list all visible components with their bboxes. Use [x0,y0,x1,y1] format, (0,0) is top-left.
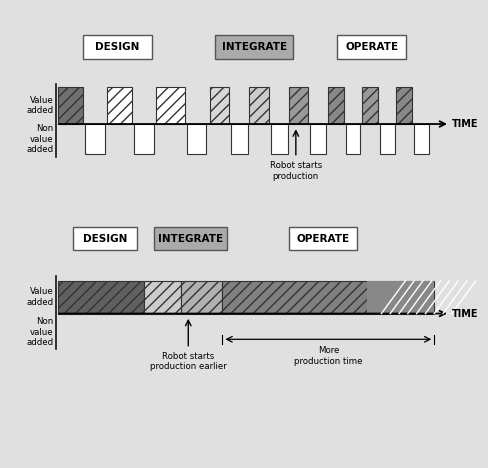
Bar [58,87,83,124]
Bar [154,227,227,250]
Text: Non
value
added: Non value added [27,124,54,154]
Bar [270,124,287,154]
Text: INTEGRATE: INTEGRATE [221,42,286,52]
Text: Robot starts
production earlier: Robot starts production earlier [150,352,226,371]
Text: DESIGN: DESIGN [83,234,127,244]
Bar [230,124,247,154]
Bar [73,227,137,250]
Bar [366,281,433,314]
Text: OPERATE: OPERATE [296,234,348,244]
Text: Robot starts
production: Robot starts production [269,161,321,181]
Text: Value
added: Value added [27,287,54,307]
Text: OPERATE: OPERATE [345,42,397,52]
Bar [361,87,377,124]
Bar [379,124,394,154]
Text: INTEGRATE: INTEGRATE [158,234,223,244]
Bar [181,281,222,314]
Text: More
production time: More production time [293,346,362,366]
Bar [106,87,132,124]
Bar [345,124,360,154]
Bar [289,87,307,124]
Bar [134,124,153,154]
Text: TIME: TIME [451,119,478,129]
Bar [309,124,325,154]
Bar [58,281,144,314]
Bar [413,124,428,154]
Bar [83,35,151,58]
Bar [288,227,356,250]
Bar [327,87,343,124]
Bar [144,281,181,314]
Text: Non
value
added: Non value added [27,317,54,347]
Bar [186,124,206,154]
Text: DESIGN: DESIGN [95,42,139,52]
Bar [249,87,268,124]
Bar [210,87,228,124]
Text: Value
added: Value added [27,95,54,115]
Bar [215,35,293,58]
Bar [85,124,104,154]
Bar [155,87,184,124]
Bar [337,35,405,58]
Text: TIME: TIME [451,308,478,319]
Bar [222,281,433,314]
Bar [395,87,411,124]
